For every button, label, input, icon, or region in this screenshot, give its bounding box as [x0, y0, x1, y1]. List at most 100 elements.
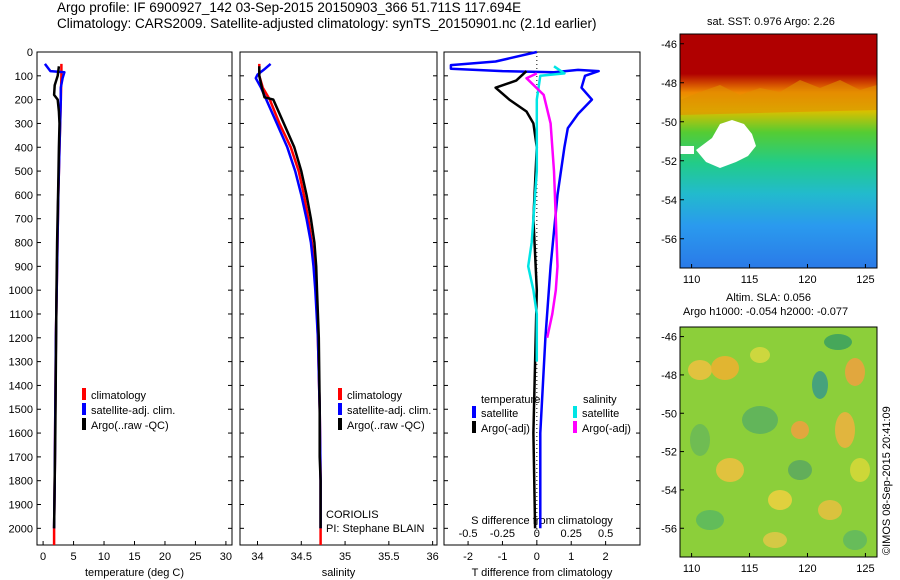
sla-anomaly-blob: [812, 371, 828, 399]
sla-map-subtitle: Argo h1000: -0.054 h2000: -0.077: [683, 306, 849, 318]
sla-ytick-label: -50: [661, 408, 677, 420]
sst-map-axes: 110 115 120 125 -46 -48 -50 -52 -54 -56: [661, 33, 878, 286]
sst-ytick-label: -52: [661, 156, 677, 168]
temperature-xtick-label: 25: [189, 551, 201, 563]
temperature-ytick-label: 700: [15, 214, 33, 226]
difference-legend-label: satellite: [481, 408, 518, 420]
temperature-ytick-label: 1900: [9, 500, 33, 512]
temperature-ytick-label: 100: [15, 71, 33, 83]
salinity-annotation-line1: CORIOLIS: [326, 509, 379, 521]
sla-anomaly-blob: [788, 460, 812, 480]
difference-legend-swatch: [472, 421, 476, 433]
salinity-xtick-label: 35.5: [378, 551, 399, 563]
difference-legend-label: satellite: [582, 408, 619, 420]
difference-top-xtick-label: 0.25: [561, 528, 582, 540]
temperature-plot-frame: [36, 51, 233, 546]
difference-series-line: [494, 70, 539, 529]
difference-top-xlabel: S difference from climatology: [471, 515, 613, 527]
temperature-ytick-label: 300: [15, 118, 33, 130]
sst-warm-band: [680, 80, 877, 115]
difference-xtick-label: 0: [534, 551, 540, 563]
difference-plot-frame: [443, 51, 641, 546]
temperature-xtick-label: 30: [220, 551, 232, 563]
imos-credit: ©IMOS 08-Sep-2015 20:41:09: [881, 406, 893, 555]
difference-legend-swatch: [472, 406, 476, 418]
sla-anomaly-blob: [696, 510, 724, 530]
difference-panel: -2 -1 0 1 2 T difference from climatology -0.5…: [443, 50, 641, 579]
difference-xtick-label: 2: [603, 551, 609, 563]
sla-map-axes: 110 115 120 125 -46 -48 -50 -52 -54 -56: [661, 326, 878, 575]
temperature-legend-swatch: [82, 418, 86, 430]
title-line-2: Climatology: CARS2009. Satellite-adjuste…: [57, 16, 597, 31]
salinity-xtick-label: 34.5: [291, 551, 312, 563]
temperature-xtick-label: 5: [71, 551, 77, 563]
sla-anomaly-blob: [688, 360, 712, 380]
sst-land-mask: [696, 120, 756, 168]
sla-map-title: Altim. SLA: 0.056: [726, 292, 811, 304]
salinity-series-line: [258, 66, 322, 529]
temperature-legend-label: Argo(..raw -QC): [91, 420, 169, 432]
temperature-ytick-label: 0: [27, 47, 33, 59]
difference-top-xtick-label: -0.25: [490, 528, 515, 540]
salinity-legend-label: satellite-adj. clim.: [347, 405, 431, 417]
salinity-legend-swatch: [338, 388, 342, 400]
salinity-legend-swatch: [338, 403, 342, 415]
sst-ytick-label: -56: [661, 234, 677, 246]
temperature-legend-swatch: [82, 403, 86, 415]
sla-xtick-label: 110: [683, 563, 701, 575]
temperature-series-line: [52, 66, 61, 529]
difference-legend-swatch: [573, 421, 577, 433]
temperature-ytick-label: 1300: [9, 357, 33, 369]
salinity-legend-swatch: [338, 418, 342, 430]
sla-xtick-label: 115: [741, 563, 759, 575]
salinity-annotation-line2: PI: Stephane BLAIN: [326, 523, 425, 535]
temperature-ytick-label: 200: [15, 95, 33, 107]
difference-legend-label: Argo(-adj): [481, 423, 530, 435]
difference-xlabel: T difference from climatology: [472, 567, 613, 579]
difference-series-line: [449, 50, 600, 529]
difference-series-line: [525, 72, 559, 339]
sst-map-title: sat. SST: 0.976 Argo: 2.26: [707, 16, 835, 28]
sst-xtick-label: 110: [683, 274, 701, 286]
sla-anomaly-blob: [711, 356, 739, 380]
temperature-ytick-label: 500: [15, 166, 33, 178]
salinity-legend-label: Argo(..raw -QC): [347, 420, 425, 432]
sla-anomaly-blob: [690, 424, 710, 456]
temperature-panel: 0100200300400500600700800900100011001200…: [9, 47, 233, 579]
sla-ytick-label: -46: [661, 332, 677, 344]
sst-ytick-label: -54: [661, 195, 677, 207]
sla-anomaly-blob: [850, 458, 870, 482]
temperature-ytick-label: 1800: [9, 476, 33, 488]
sla-anomaly-blob: [742, 406, 778, 434]
sla-anomaly-blob: [750, 347, 770, 363]
salinity-xlabel: salinity: [322, 567, 356, 579]
sla-anomaly-blob: [835, 412, 855, 448]
temperature-xtick-label: 15: [128, 551, 140, 563]
sst-land-mask-small: [680, 146, 694, 154]
salinity-plot-frame: [239, 51, 438, 546]
sla-ytick-label: -56: [661, 523, 677, 535]
title-line-1: Argo profile: IF 6900927_142 03-Sep-2015…: [57, 0, 522, 15]
salinity-panel: 34 34.5 35 35.5 36 salinity climatology satelli…: [239, 51, 439, 579]
temperature-xlabel: temperature (deg C): [85, 567, 184, 579]
difference-xtick-label: -2: [463, 551, 473, 563]
difference-legend-swatch: [573, 406, 577, 418]
temperature-ytick-label: 400: [15, 142, 33, 154]
difference-top-xtick-label: 0.5: [598, 528, 613, 540]
difference-xtick-label: -1: [498, 551, 508, 563]
sla-xtick-label: 125: [856, 563, 874, 575]
temperature-ytick-label: 1200: [9, 333, 33, 345]
salinity-xtick-label: 36: [426, 551, 438, 563]
temperature-ytick-label: 1500: [9, 404, 33, 416]
sla-map-panel: [680, 327, 877, 557]
sst-ytick-label: -50: [661, 117, 677, 129]
sla-anomaly-blob: [768, 490, 792, 510]
sla-ytick-label: -52: [661, 447, 677, 459]
temperature-ytick-label: 1100: [9, 309, 33, 321]
sst-ytick-label: -48: [661, 78, 677, 90]
difference-legend-label: Argo(-adj): [582, 423, 631, 435]
temperature-ytick-label: 1700: [9, 452, 33, 464]
sla-ytick-label: -48: [661, 370, 677, 382]
sla-anomaly-blob: [845, 358, 865, 386]
